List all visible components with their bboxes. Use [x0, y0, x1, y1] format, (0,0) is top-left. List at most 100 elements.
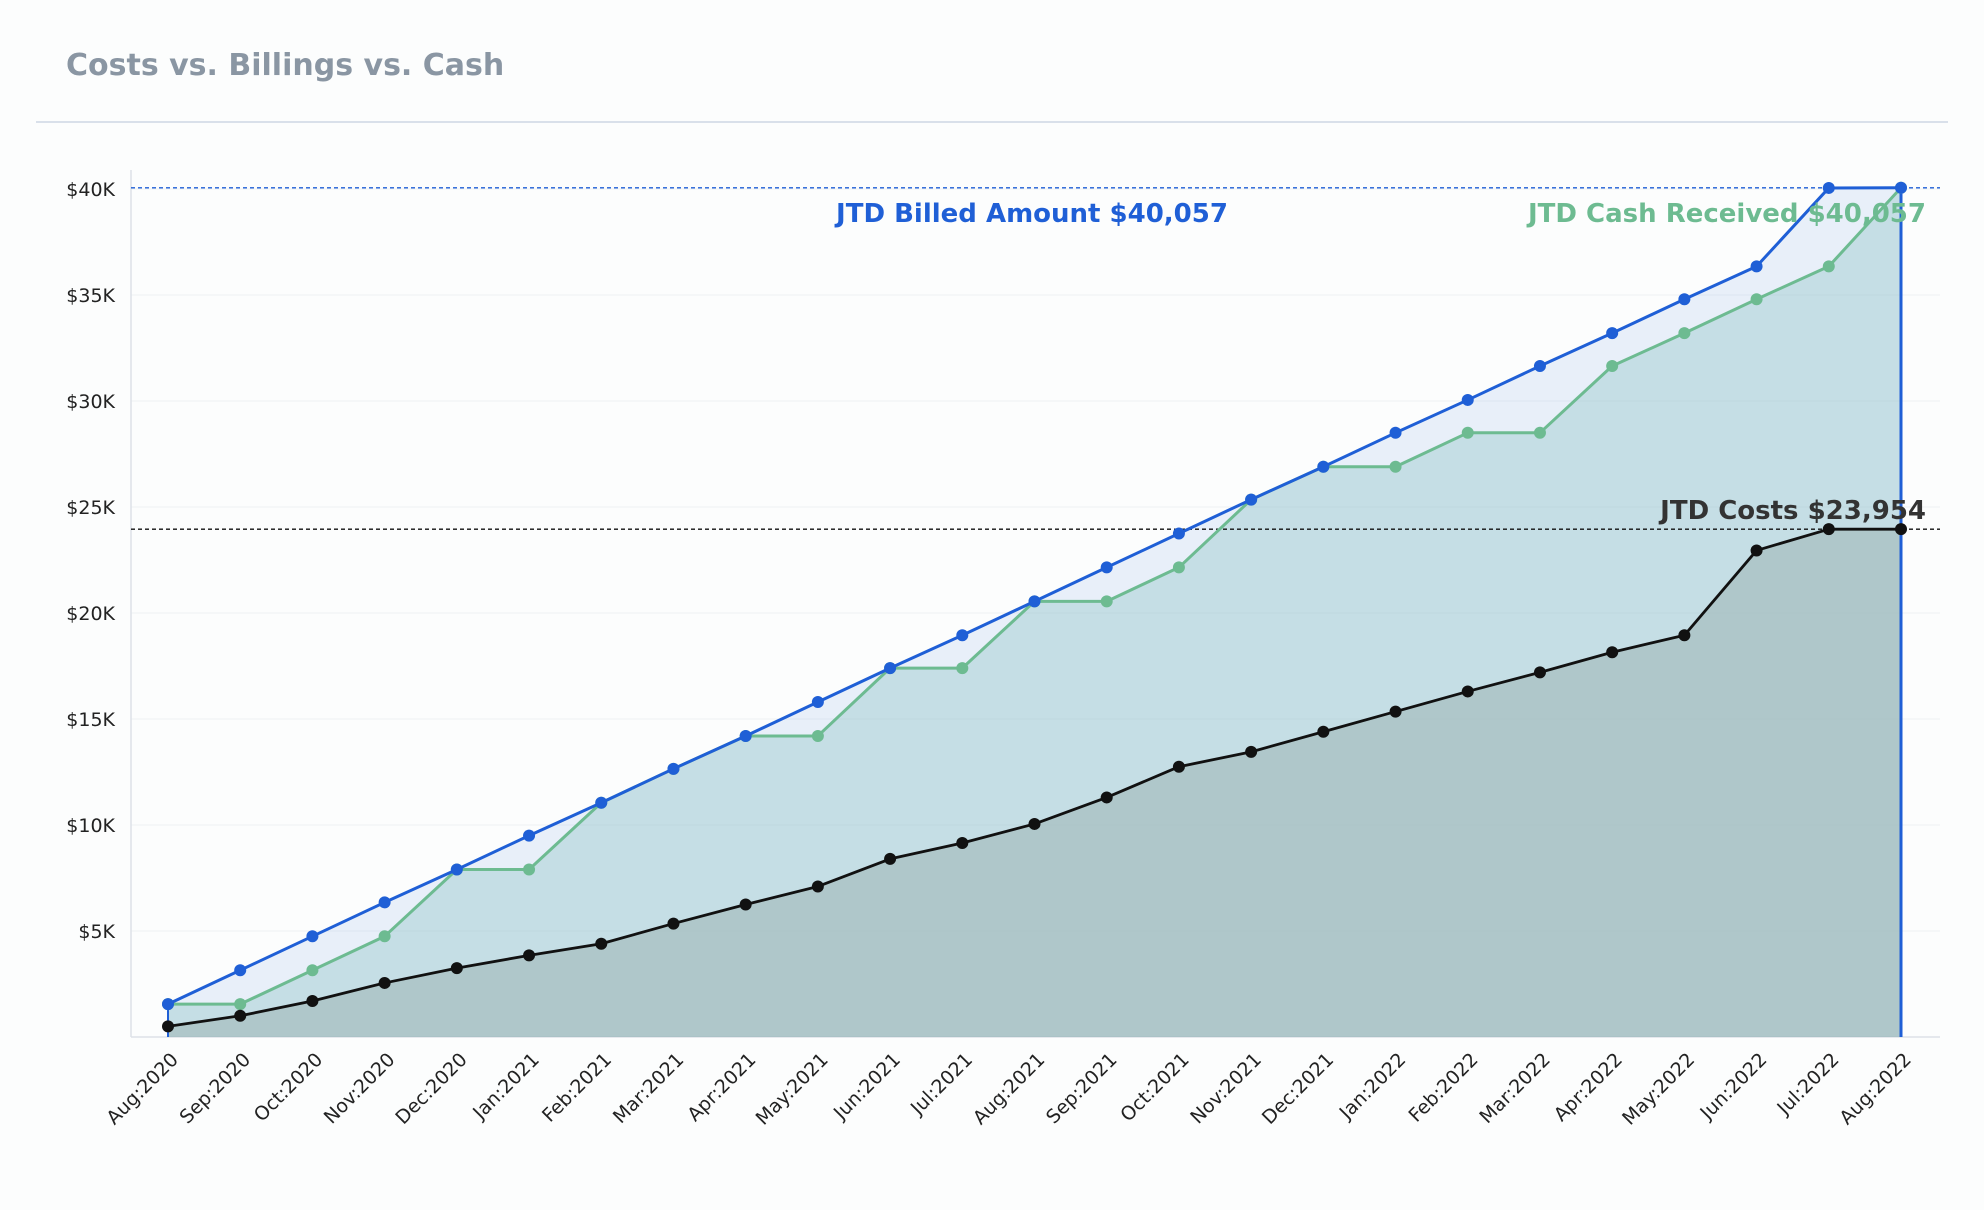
billed-point: [1606, 327, 1619, 340]
costs-point: [1245, 745, 1258, 758]
cash-point: [1389, 460, 1402, 473]
billed-point: [1678, 293, 1691, 306]
cash-point: [1100, 595, 1113, 608]
costs-area: [168, 529, 1901, 1037]
y-tick-label: $15K: [66, 709, 115, 731]
costs-point: [1822, 523, 1835, 536]
billed-point: [739, 729, 752, 742]
costs-point: [1533, 666, 1546, 679]
costs-point: [739, 898, 752, 911]
costs-point: [1100, 791, 1113, 804]
costs-point: [1606, 646, 1619, 659]
billed-point: [162, 998, 174, 1011]
billed-point: [811, 696, 824, 709]
billed-point: [1317, 460, 1330, 473]
billed-point: [1028, 595, 1041, 608]
cash-point: [1606, 360, 1619, 373]
billed-point: [1895, 181, 1907, 194]
costs-point: [1028, 817, 1041, 830]
x-tick-label: Dec:2021: [1258, 1049, 1338, 1129]
y-tick-label: $10K: [66, 815, 115, 837]
x-tick-label: Jan:2021: [468, 1049, 544, 1125]
costs-point: [1895, 523, 1907, 536]
x-tick-label: Apr:2021: [683, 1049, 760, 1126]
cash-annotation: JTD Cash Received $40,057: [1526, 199, 1926, 229]
cash-point: [1533, 426, 1546, 439]
y-tick-label: $30K: [66, 391, 115, 413]
x-tick-label: May:2021: [752, 1049, 833, 1130]
billed-point: [1245, 493, 1258, 506]
y-tick-label: $5K: [78, 921, 115, 943]
x-tick-label: Apr:2022: [1550, 1049, 1627, 1126]
cash-point: [811, 729, 824, 742]
x-tick-label: Jul:2021: [906, 1049, 977, 1120]
costs-point: [811, 880, 824, 893]
costs-point: [1172, 760, 1185, 773]
x-tick-label: Feb:2022: [1405, 1049, 1483, 1127]
costs-point: [884, 852, 897, 865]
x-tick-label: Jun:2022: [1695, 1049, 1771, 1125]
billed-point: [1461, 393, 1474, 406]
y-tick-label: $25K: [66, 497, 115, 519]
costs-point: [523, 949, 536, 962]
x-tick-label: Mar:2021: [609, 1049, 688, 1128]
billed-point: [1389, 426, 1402, 439]
x-tick-label: Nov:2021: [1186, 1049, 1266, 1129]
costs-point: [1389, 705, 1402, 718]
billed-point: [884, 662, 897, 675]
x-tick-label: Dec:2020: [391, 1049, 471, 1129]
costs-point: [162, 1020, 174, 1033]
billed-point: [1533, 360, 1546, 373]
costs-point: [1750, 544, 1763, 557]
billed-points: [162, 181, 1907, 1011]
x-tick-label: Jan:2022: [1335, 1049, 1411, 1125]
x-tick-label: Aug:2022: [1835, 1049, 1916, 1130]
billed-point: [234, 964, 247, 977]
costs-point: [595, 937, 608, 950]
card-title: Costs vs. Billings vs. Cash: [66, 48, 505, 83]
cash-point: [523, 863, 536, 876]
x-tick-label: Jul:2022: [1772, 1049, 1843, 1120]
y-tick-label: $20K: [66, 603, 115, 625]
billed-point: [1750, 260, 1763, 273]
costs-point: [667, 917, 680, 930]
billed-point: [306, 930, 319, 943]
costs-point: [378, 976, 391, 989]
x-tick-label: Sep:2021: [1042, 1049, 1122, 1129]
card-header: Costs vs. Billings vs. Cash: [36, 0, 1948, 123]
costs-point: [234, 1009, 247, 1022]
x-tick-label: May:2022: [1618, 1049, 1699, 1130]
billed-point: [667, 762, 680, 775]
cash-point: [1678, 327, 1691, 340]
billed-point: [595, 796, 608, 809]
x-tick-label: Mar:2022: [1475, 1049, 1554, 1128]
billed-point: [450, 863, 463, 876]
x-tick-label: Sep:2020: [175, 1049, 255, 1129]
billed-annotation: JTD Billed Amount $40,057: [834, 199, 1228, 229]
x-tick-label: Oct:2020: [250, 1049, 328, 1127]
x-tick-label: Aug:2020: [102, 1049, 183, 1130]
y-tick-label: $40K: [66, 179, 115, 201]
costs-point: [450, 962, 463, 975]
costs-point: [1461, 685, 1474, 698]
costs-points: [162, 523, 1907, 1033]
billed-point: [1172, 527, 1185, 540]
costs-point: [956, 837, 969, 850]
billed-point: [1100, 561, 1113, 574]
costs-annotation: JTD Costs $23,954: [1658, 496, 1926, 526]
cash-point: [306, 964, 319, 977]
billed-point: [1822, 181, 1835, 194]
y-tick-label: $35K: [66, 285, 115, 307]
costs-point: [1317, 725, 1330, 738]
billed-point: [378, 896, 391, 909]
x-tick-label: Aug:2021: [969, 1049, 1050, 1130]
costs-point: [1678, 629, 1691, 642]
x-tick-label: Jun:2021: [829, 1049, 905, 1125]
cash-point: [378, 930, 391, 943]
billed-point: [956, 629, 969, 642]
cash-point: [1822, 260, 1835, 273]
x-tick-label: Oct:2021: [1116, 1049, 1194, 1127]
costs-point: [306, 994, 319, 1007]
